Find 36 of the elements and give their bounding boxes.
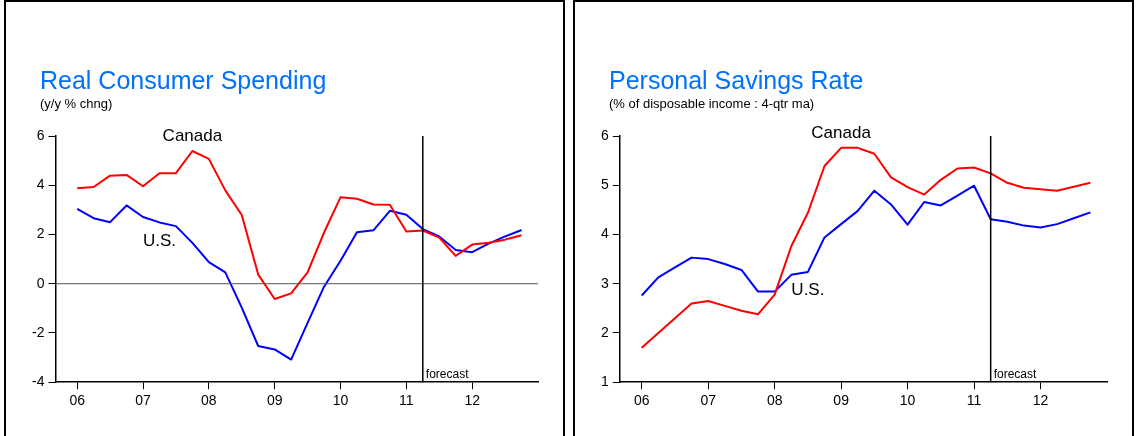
y-tick-label: 0 [36, 274, 45, 291]
series-label: U.S. [142, 230, 176, 250]
x-tick-label: 12 [464, 392, 481, 409]
y-tick-label: -4 [32, 373, 45, 390]
ref-line-label: forecast [425, 366, 470, 381]
chart-title: Real Consumer Spending [40, 66, 327, 95]
chart-subtitle: (% of disposable income : 4-qtr ma) [609, 96, 815, 111]
y-tick-label: 5 [600, 176, 609, 193]
x-tick-label: 09 [266, 392, 283, 409]
x-tick-label: 06 [633, 392, 650, 409]
x-tick-label: 08 [766, 392, 783, 409]
x-tick-label: 08 [201, 392, 217, 409]
x-tick-label: 10 [332, 392, 349, 409]
y-tick-label: 2 [600, 323, 609, 340]
x-tick-label: 07 [135, 392, 151, 409]
y-tick-label: 2 [36, 225, 45, 242]
y-tick-label: 6 [36, 126, 45, 143]
series-label: Canada [811, 123, 872, 143]
y-tick-label: 6 [600, 126, 609, 143]
x-tick-label: 11 [966, 392, 982, 409]
chart-subtitle: (y/y % chng) [40, 96, 113, 111]
x-tick-label: 11 [399, 392, 414, 409]
y-tick-label: 3 [600, 274, 609, 291]
chart-title: Personal Savings Rate [609, 66, 864, 95]
y-tick-label: 4 [36, 176, 45, 193]
x-tick-label: 09 [833, 392, 850, 409]
y-tick-label: -2 [32, 323, 45, 340]
x-tick-label: 12 [1032, 392, 1049, 409]
x-tick-label: 10 [899, 392, 916, 409]
x-tick-label: 07 [700, 392, 717, 409]
x-tick-label: 06 [69, 392, 86, 409]
ref-line-label: forecast [993, 366, 1038, 381]
y-tick-label: 4 [600, 225, 609, 242]
y-tick-label: 1 [600, 373, 609, 390]
series-label: U.S. [791, 280, 825, 300]
series-label: Canada [162, 126, 223, 146]
